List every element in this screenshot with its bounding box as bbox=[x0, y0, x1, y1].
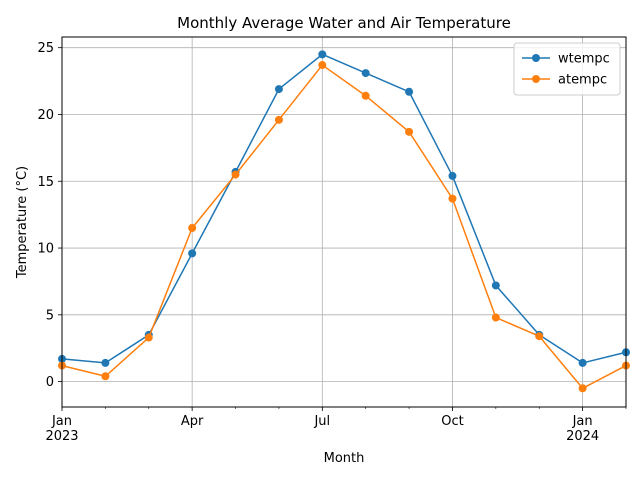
data-point-atempc bbox=[318, 61, 327, 70]
series-atempc bbox=[58, 61, 630, 393]
x-tick-label: Jul bbox=[313, 414, 330, 429]
x-tick-label: Jan bbox=[51, 414, 72, 429]
chart-title: Monthly Average Water and Air Temperatur… bbox=[177, 14, 511, 32]
x-tick-label: Oct bbox=[441, 414, 463, 429]
legend: wtempc atempc bbox=[513, 42, 621, 96]
series-layer bbox=[58, 50, 630, 393]
data-point-atempc bbox=[361, 91, 370, 100]
data-point-wtempc bbox=[361, 69, 370, 78]
data-point-atempc bbox=[578, 384, 587, 393]
axes-frame bbox=[61, 36, 627, 408]
data-point-wtempc bbox=[274, 85, 283, 94]
data-point-wtempc bbox=[405, 87, 414, 96]
legend-swatch-marker bbox=[532, 54, 540, 62]
y-axis-title: Temperature (°C) bbox=[15, 166, 30, 279]
y-tick-label: 10 bbox=[37, 242, 54, 257]
series-line-wtempc bbox=[61, 53, 627, 364]
data-point-atempc bbox=[491, 313, 500, 322]
data-point-atempc bbox=[274, 115, 283, 124]
data-point-atempc bbox=[448, 194, 457, 203]
y-tick-label: 0 bbox=[46, 375, 54, 390]
data-point-atempc bbox=[231, 170, 240, 179]
data-point-wtempc bbox=[318, 50, 327, 59]
x-tick-year-label: 2024 bbox=[566, 429, 599, 444]
x-tick-label: Jan bbox=[572, 414, 593, 429]
x-tick-label: Apr bbox=[181, 414, 204, 429]
data-point-wtempc bbox=[491, 281, 500, 290]
data-point-atempc bbox=[405, 127, 414, 136]
y-tick-label: 5 bbox=[46, 308, 54, 323]
x-tick-year-label: 2023 bbox=[45, 429, 78, 444]
series-wtempc bbox=[58, 50, 630, 367]
legend-label: atempc bbox=[558, 73, 607, 88]
data-point-wtempc bbox=[188, 249, 197, 258]
data-point-wtempc bbox=[101, 358, 110, 367]
y-tick-label: 20 bbox=[37, 108, 54, 123]
data-point-atempc bbox=[101, 372, 110, 381]
data-point-atempc bbox=[535, 332, 544, 341]
data-point-atempc bbox=[188, 224, 197, 233]
data-point-atempc bbox=[144, 333, 153, 342]
data-point-wtempc bbox=[578, 358, 587, 367]
y-tick-label: 25 bbox=[37, 41, 54, 56]
x-axis-title: Month bbox=[324, 451, 365, 466]
legend-box bbox=[513, 42, 621, 96]
series-line-atempc bbox=[61, 64, 627, 390]
legend-label: wtempc bbox=[558, 52, 610, 67]
grid bbox=[61, 37, 626, 407]
data-point-wtempc bbox=[448, 171, 457, 180]
y-tick-label: 15 bbox=[37, 175, 54, 190]
legend-swatch-marker bbox=[532, 75, 540, 83]
